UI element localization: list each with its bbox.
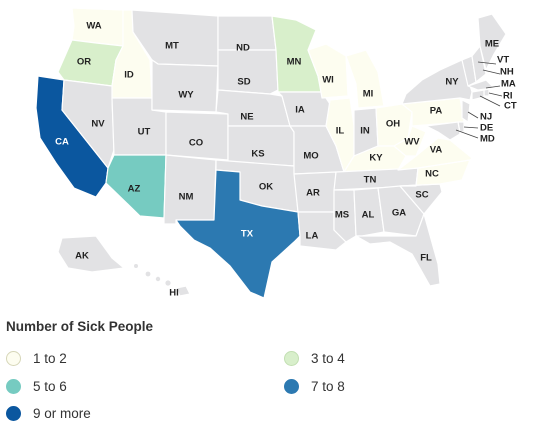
state-nj[interactable] — [461, 99, 471, 123]
state-label-ms: MS — [335, 210, 349, 221]
legend-swatch — [6, 350, 21, 366]
legend-item-7-to-8: 7 to 8 — [284, 377, 345, 395]
state-label-tx: TX — [241, 229, 254, 240]
state-label-mn: MN — [287, 57, 302, 68]
state-label-nj: NJ — [480, 112, 492, 123]
legend: Number of Sick People 1 to 2 3 to 4 5 to… — [0, 308, 550, 426]
legend-label: 7 to 8 — [311, 378, 345, 394]
state-nh[interactable] — [471, 45, 487, 83]
state-label-mo: MO — [303, 151, 318, 162]
state-label-ct: CT — [504, 101, 517, 112]
state-hi[interactable] — [175, 285, 191, 297]
state-label-or: OR — [77, 57, 91, 68]
state-ks[interactable] — [227, 125, 295, 167]
legend-swatch — [6, 405, 21, 421]
state-label-id: ID — [124, 70, 134, 81]
state-label-ok: OK — [259, 182, 273, 193]
state-label-ks: KS — [251, 149, 264, 160]
state-va[interactable] — [397, 137, 473, 171]
state-wi[interactable] — [307, 43, 349, 99]
state-nm[interactable] — [163, 154, 217, 225]
legend-swatch — [284, 350, 299, 366]
state-label-ma: MA — [501, 79, 516, 90]
legend-label: 9 or more — [33, 405, 91, 421]
hawaii-islands — [134, 264, 171, 286]
state-label-nc: NC — [425, 169, 439, 180]
state-wy[interactable] — [151, 59, 219, 113]
state-label-wi: WI — [322, 75, 334, 86]
legend-label: 1 to 2 — [33, 350, 67, 366]
state-label-wy: WY — [178, 90, 194, 101]
state-label-al: AL — [362, 210, 375, 221]
state-label-ri: RI — [503, 91, 513, 102]
state-label-ak: AK — [75, 251, 89, 262]
legend-item-3-to-4: 3 to 4 — [284, 349, 345, 367]
state-label-va: VA — [430, 145, 443, 156]
state-label-fl: FL — [420, 253, 432, 264]
state-label-ca: CA — [55, 137, 69, 148]
legend-swatch — [6, 378, 21, 394]
state-label-ut: UT — [138, 127, 151, 138]
us-map-svg: WA OR CA ID NV AZ UT MT WY CO NM ND SD NE KS OK TX MN IA MO… — [35, 7, 517, 299]
legend-item-9-or-more: 9 or more — [6, 404, 91, 422]
legend-swatch — [284, 378, 299, 394]
state-label-mt: MT — [165, 41, 179, 52]
state-label-de: DE — [480, 123, 493, 134]
state-fl[interactable] — [355, 213, 441, 287]
state-label-wa: WA — [86, 21, 101, 32]
state-wv[interactable] — [393, 125, 427, 157]
state-label-ga: GA — [392, 208, 406, 219]
state-label-co: CO — [189, 138, 203, 149]
state-label-pa: PA — [430, 106, 443, 117]
state-ny[interactable] — [401, 59, 473, 105]
state-label-hi: HI — [169, 288, 179, 299]
state-label-me: ME — [485, 39, 499, 50]
state-label-az: AZ — [128, 184, 141, 195]
state-co[interactable] — [165, 111, 229, 161]
legend-label: 5 to 6 — [33, 378, 67, 394]
state-mi[interactable] — [345, 49, 385, 109]
state-label-nh: NH — [500, 67, 514, 78]
state-sd[interactable] — [217, 49, 279, 95]
legend-item-1-to-2: 1 to 2 — [6, 349, 67, 367]
state-label-wv: WV — [404, 137, 420, 148]
state-label-in: IN — [360, 126, 370, 137]
state-label-ne: NE — [240, 112, 253, 123]
state-md[interactable] — [425, 121, 461, 141]
state-label-mi: MI — [363, 89, 374, 100]
state-label-vt: VT — [497, 55, 509, 66]
state-label-ky: KY — [369, 153, 383, 164]
state-label-la: LA — [306, 231, 319, 242]
state-label-ar: AR — [306, 188, 320, 199]
state-ak[interactable] — [57, 235, 125, 273]
legend-title: Number of Sick People — [6, 319, 154, 334]
state-ms[interactable] — [333, 189, 357, 243]
state-label-ny: NY — [445, 77, 459, 88]
legend-label: 3 to 4 — [311, 350, 345, 366]
state-label-tn: TN — [364, 175, 377, 186]
us-choropleth-map: WA OR CA ID NV AZ UT MT WY CO NM ND SD NE KS OK TX MN IA MO… — [35, 7, 517, 299]
state-ri[interactable] — [483, 88, 490, 97]
state-label-il: IL — [336, 126, 345, 137]
state-label-nv: NV — [91, 119, 105, 130]
state-label-sd: SD — [237, 77, 250, 88]
state-tx[interactable] — [175, 169, 301, 299]
label-leader-lines — [455, 61, 503, 139]
state-label-nm: NM — [179, 192, 194, 203]
state-label-ia: IA — [295, 105, 305, 116]
state-label-oh: OH — [386, 119, 400, 130]
state-ct[interactable] — [471, 89, 485, 101]
state-me[interactable] — [477, 13, 507, 71]
state-al[interactable] — [353, 187, 385, 237]
state-label-md: MD — [480, 134, 495, 145]
state-label-nd: ND — [236, 43, 250, 54]
legend-item-5-to-6: 5 to 6 — [6, 377, 67, 395]
state-label-sc: SC — [415, 190, 428, 201]
